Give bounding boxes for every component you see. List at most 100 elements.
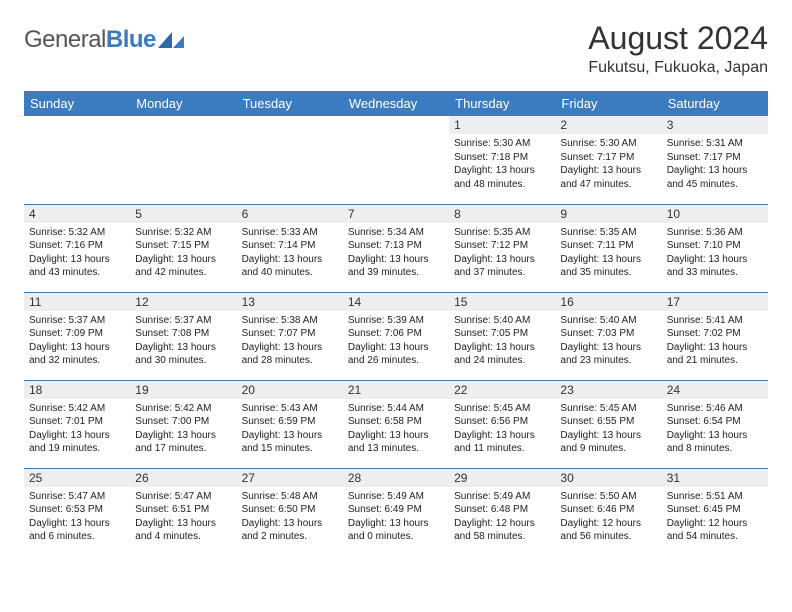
day-number: 25 xyxy=(24,469,130,487)
weekday-header: Wednesday xyxy=(343,91,449,116)
day-number: 9 xyxy=(555,205,661,223)
weekday-header: Tuesday xyxy=(237,91,343,116)
day-number: 18 xyxy=(24,381,130,399)
calendar-day-cell: 12Sunrise: 5:37 AMSunset: 7:08 PMDayligh… xyxy=(130,292,236,380)
day-number: 31 xyxy=(662,469,768,487)
day-sun-info: Sunrise: 5:47 AMSunset: 6:53 PMDaylight:… xyxy=(24,487,130,548)
calendar-day-cell: 23Sunrise: 5:45 AMSunset: 6:55 PMDayligh… xyxy=(555,380,661,468)
logo-text: GeneralBlue xyxy=(24,26,156,54)
calendar-day-cell: 7Sunrise: 5:34 AMSunset: 7:13 PMDaylight… xyxy=(343,204,449,292)
day-sun-info: Sunrise: 5:42 AMSunset: 7:01 PMDaylight:… xyxy=(24,399,130,460)
day-sun-info: Sunrise: 5:45 AMSunset: 6:56 PMDaylight:… xyxy=(449,399,555,460)
day-sun-info: Sunrise: 5:31 AMSunset: 7:17 PMDaylight:… xyxy=(662,134,768,195)
day-number: 28 xyxy=(343,469,449,487)
calendar-day-cell: 8Sunrise: 5:35 AMSunset: 7:12 PMDaylight… xyxy=(449,204,555,292)
weekday-header: Monday xyxy=(130,91,236,116)
calendar-day-cell: 18Sunrise: 5:42 AMSunset: 7:01 PMDayligh… xyxy=(24,380,130,468)
day-number: 13 xyxy=(237,293,343,311)
weekday-header: Friday xyxy=(555,91,661,116)
day-sun-info: Sunrise: 5:46 AMSunset: 6:54 PMDaylight:… xyxy=(662,399,768,460)
day-sun-info: Sunrise: 5:40 AMSunset: 7:05 PMDaylight:… xyxy=(449,311,555,372)
weekday-header: Saturday xyxy=(662,91,768,116)
day-sun-info: Sunrise: 5:40 AMSunset: 7:03 PMDaylight:… xyxy=(555,311,661,372)
month-title: August 2024 xyxy=(588,20,768,57)
weekday-header: Thursday xyxy=(449,91,555,116)
day-number: 4 xyxy=(24,205,130,223)
day-sun-info: Sunrise: 5:37 AMSunset: 7:09 PMDaylight:… xyxy=(24,311,130,372)
day-sun-info: Sunrise: 5:37 AMSunset: 7:08 PMDaylight:… xyxy=(130,311,236,372)
calendar-day-cell xyxy=(343,116,449,204)
day-number: 20 xyxy=(237,381,343,399)
calendar-table: SundayMondayTuesdayWednesdayThursdayFrid… xyxy=(24,91,768,556)
calendar-week-row: 4Sunrise: 5:32 AMSunset: 7:16 PMDaylight… xyxy=(24,204,768,292)
day-sun-info: Sunrise: 5:42 AMSunset: 7:00 PMDaylight:… xyxy=(130,399,236,460)
calendar-day-cell: 19Sunrise: 5:42 AMSunset: 7:00 PMDayligh… xyxy=(130,380,236,468)
day-number: 23 xyxy=(555,381,661,399)
calendar-week-row: 25Sunrise: 5:47 AMSunset: 6:53 PMDayligh… xyxy=(24,468,768,556)
day-sun-info: Sunrise: 5:35 AMSunset: 7:12 PMDaylight:… xyxy=(449,223,555,284)
calendar-header-row: SundayMondayTuesdayWednesdayThursdayFrid… xyxy=(24,91,768,116)
calendar-day-cell: 4Sunrise: 5:32 AMSunset: 7:16 PMDaylight… xyxy=(24,204,130,292)
day-number: 12 xyxy=(130,293,236,311)
day-sun-info: Sunrise: 5:30 AMSunset: 7:17 PMDaylight:… xyxy=(555,134,661,195)
calendar-day-cell: 29Sunrise: 5:49 AMSunset: 6:48 PMDayligh… xyxy=(449,468,555,556)
day-number: 8 xyxy=(449,205,555,223)
page-header: GeneralBlue August 2024 Fukutsu, Fukuoka… xyxy=(24,20,768,77)
day-number: 21 xyxy=(343,381,449,399)
calendar-day-cell xyxy=(237,116,343,204)
day-number: 1 xyxy=(449,116,555,134)
calendar-week-row: 11Sunrise: 5:37 AMSunset: 7:09 PMDayligh… xyxy=(24,292,768,380)
calendar-day-cell: 20Sunrise: 5:43 AMSunset: 6:59 PMDayligh… xyxy=(237,380,343,468)
calendar-day-cell: 16Sunrise: 5:40 AMSunset: 7:03 PMDayligh… xyxy=(555,292,661,380)
calendar-day-cell: 14Sunrise: 5:39 AMSunset: 7:06 PMDayligh… xyxy=(343,292,449,380)
day-number: 16 xyxy=(555,293,661,311)
day-sun-info: Sunrise: 5:50 AMSunset: 6:46 PMDaylight:… xyxy=(555,487,661,548)
day-number: 7 xyxy=(343,205,449,223)
day-sun-info: Sunrise: 5:49 AMSunset: 6:49 PMDaylight:… xyxy=(343,487,449,548)
calendar-day-cell: 9Sunrise: 5:35 AMSunset: 7:11 PMDaylight… xyxy=(555,204,661,292)
calendar-day-cell: 26Sunrise: 5:47 AMSunset: 6:51 PMDayligh… xyxy=(130,468,236,556)
day-number: 19 xyxy=(130,381,236,399)
day-sun-info: Sunrise: 5:36 AMSunset: 7:10 PMDaylight:… xyxy=(662,223,768,284)
calendar-day-cell: 24Sunrise: 5:46 AMSunset: 6:54 PMDayligh… xyxy=(662,380,768,468)
calendar-day-cell xyxy=(24,116,130,204)
day-number: 2 xyxy=(555,116,661,134)
calendar-week-row: 18Sunrise: 5:42 AMSunset: 7:01 PMDayligh… xyxy=(24,380,768,468)
calendar-day-cell: 11Sunrise: 5:37 AMSunset: 7:09 PMDayligh… xyxy=(24,292,130,380)
day-number: 22 xyxy=(449,381,555,399)
day-sun-info: Sunrise: 5:44 AMSunset: 6:58 PMDaylight:… xyxy=(343,399,449,460)
day-sun-info: Sunrise: 5:45 AMSunset: 6:55 PMDaylight:… xyxy=(555,399,661,460)
calendar-day-cell: 30Sunrise: 5:50 AMSunset: 6:46 PMDayligh… xyxy=(555,468,661,556)
day-sun-info: Sunrise: 5:47 AMSunset: 6:51 PMDaylight:… xyxy=(130,487,236,548)
calendar-day-cell: 3Sunrise: 5:31 AMSunset: 7:17 PMDaylight… xyxy=(662,116,768,204)
day-number: 5 xyxy=(130,205,236,223)
logo-word1: General xyxy=(24,26,106,53)
day-sun-info: Sunrise: 5:39 AMSunset: 7:06 PMDaylight:… xyxy=(343,311,449,372)
day-number: 11 xyxy=(24,293,130,311)
day-number: 3 xyxy=(662,116,768,134)
day-number: 17 xyxy=(662,293,768,311)
calendar-day-cell: 27Sunrise: 5:48 AMSunset: 6:50 PMDayligh… xyxy=(237,468,343,556)
day-sun-info: Sunrise: 5:51 AMSunset: 6:45 PMDaylight:… xyxy=(662,487,768,548)
calendar-day-cell: 17Sunrise: 5:41 AMSunset: 7:02 PMDayligh… xyxy=(662,292,768,380)
day-sun-info: Sunrise: 5:32 AMSunset: 7:16 PMDaylight:… xyxy=(24,223,130,284)
calendar-day-cell: 21Sunrise: 5:44 AMSunset: 6:58 PMDayligh… xyxy=(343,380,449,468)
calendar-day-cell: 13Sunrise: 5:38 AMSunset: 7:07 PMDayligh… xyxy=(237,292,343,380)
day-sun-info: Sunrise: 5:38 AMSunset: 7:07 PMDaylight:… xyxy=(237,311,343,372)
day-number: 29 xyxy=(449,469,555,487)
day-sun-info: Sunrise: 5:35 AMSunset: 7:11 PMDaylight:… xyxy=(555,223,661,284)
calendar-day-cell: 25Sunrise: 5:47 AMSunset: 6:53 PMDayligh… xyxy=(24,468,130,556)
day-sun-info: Sunrise: 5:33 AMSunset: 7:14 PMDaylight:… xyxy=(237,223,343,284)
day-number: 10 xyxy=(662,205,768,223)
calendar-day-cell: 28Sunrise: 5:49 AMSunset: 6:49 PMDayligh… xyxy=(343,468,449,556)
day-number: 15 xyxy=(449,293,555,311)
day-number: 26 xyxy=(130,469,236,487)
calendar-day-cell: 1Sunrise: 5:30 AMSunset: 7:18 PMDaylight… xyxy=(449,116,555,204)
day-number: 27 xyxy=(237,469,343,487)
calendar-day-cell: 31Sunrise: 5:51 AMSunset: 6:45 PMDayligh… xyxy=(662,468,768,556)
day-number: 14 xyxy=(343,293,449,311)
logo-sail-icon xyxy=(158,30,186,50)
day-number: 6 xyxy=(237,205,343,223)
day-sun-info: Sunrise: 5:34 AMSunset: 7:13 PMDaylight:… xyxy=(343,223,449,284)
calendar-day-cell: 10Sunrise: 5:36 AMSunset: 7:10 PMDayligh… xyxy=(662,204,768,292)
